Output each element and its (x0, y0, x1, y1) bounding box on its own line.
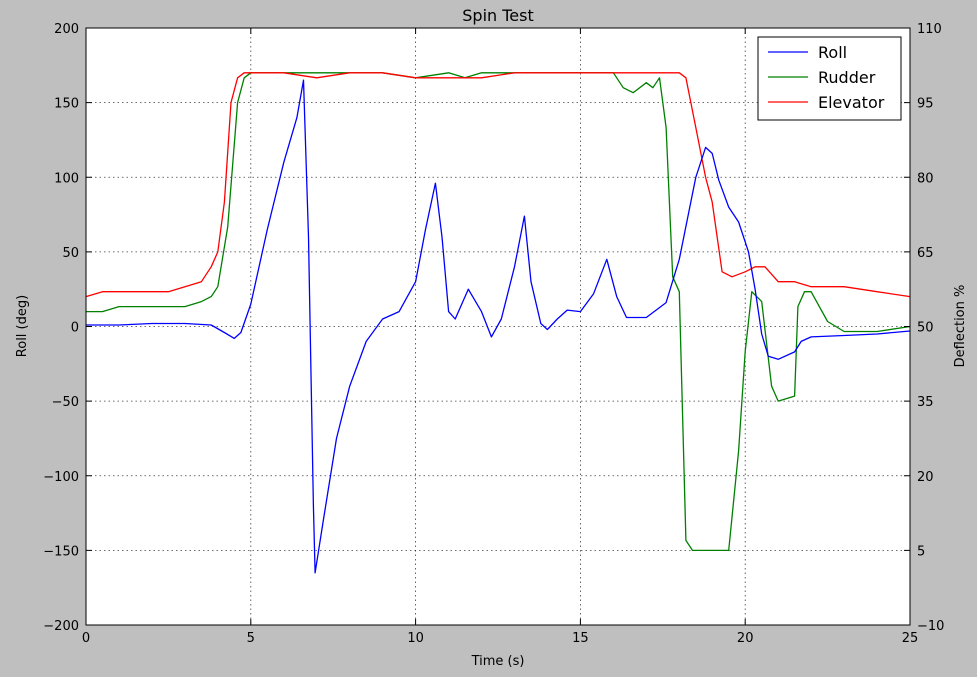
legend-label-rudder: Rudder (818, 68, 876, 87)
chart-title: Spin Test (462, 6, 534, 25)
y-tick-label-right: −10 (917, 619, 944, 634)
y-tick-label-left: −150 (43, 544, 79, 559)
y-tick-label-right: 110 (917, 22, 942, 37)
y-axis-label-right: Deflection % (953, 285, 968, 368)
x-axis-label: Time (s) (471, 654, 525, 669)
x-tick-label: 10 (407, 631, 424, 646)
y-tick-label-left: −200 (43, 619, 79, 634)
legend: Roll Rudder Elevator (757, 36, 902, 121)
y-tick-label-right: 80 (917, 171, 934, 186)
x-tick-label: 15 (572, 631, 589, 646)
x-tick-label: 25 (902, 631, 919, 646)
y-tick-label-left: 200 (54, 22, 79, 37)
y-tick-label-left: 0 (71, 321, 79, 336)
y-tick-label-right: 20 (917, 470, 934, 485)
y-tick-label-right: 5 (917, 544, 925, 559)
x-tick-label: 20 (737, 631, 754, 646)
x-tick-label: 0 (82, 631, 90, 646)
y-tick-label-right: 50 (917, 321, 934, 336)
x-tick-label: 5 (247, 631, 255, 646)
plot-background (86, 28, 910, 625)
y-tick-label-left: 100 (54, 171, 79, 186)
series-line-roll (86, 79, 911, 574)
y-axis-label-left: Roll (deg) (15, 295, 30, 357)
grid-layer (86, 28, 910, 625)
y-tick-label-right: 35 (917, 395, 934, 410)
y-tick-label-right: 95 (917, 97, 934, 112)
y-tick-label-left: 50 (62, 246, 79, 261)
y-tick-label-left: −100 (43, 470, 79, 485)
tick-layer: 0 5 10 15 20 25 −200 −150 −100 −50 0 50 100 150 200 −10… (43, 22, 944, 646)
series-line-elevator (85, 72, 911, 298)
legend-label-roll: Roll (818, 43, 847, 62)
legend-box (757, 36, 902, 121)
legend-label-elevator: Elevator (818, 93, 885, 112)
y-tick-label-left: −50 (52, 395, 79, 410)
y-tick-label-left: 150 (54, 97, 79, 112)
series-line-rudder (86, 72, 911, 552)
y-tick-label-right: 65 (917, 246, 934, 261)
series-layer (85, 72, 911, 574)
